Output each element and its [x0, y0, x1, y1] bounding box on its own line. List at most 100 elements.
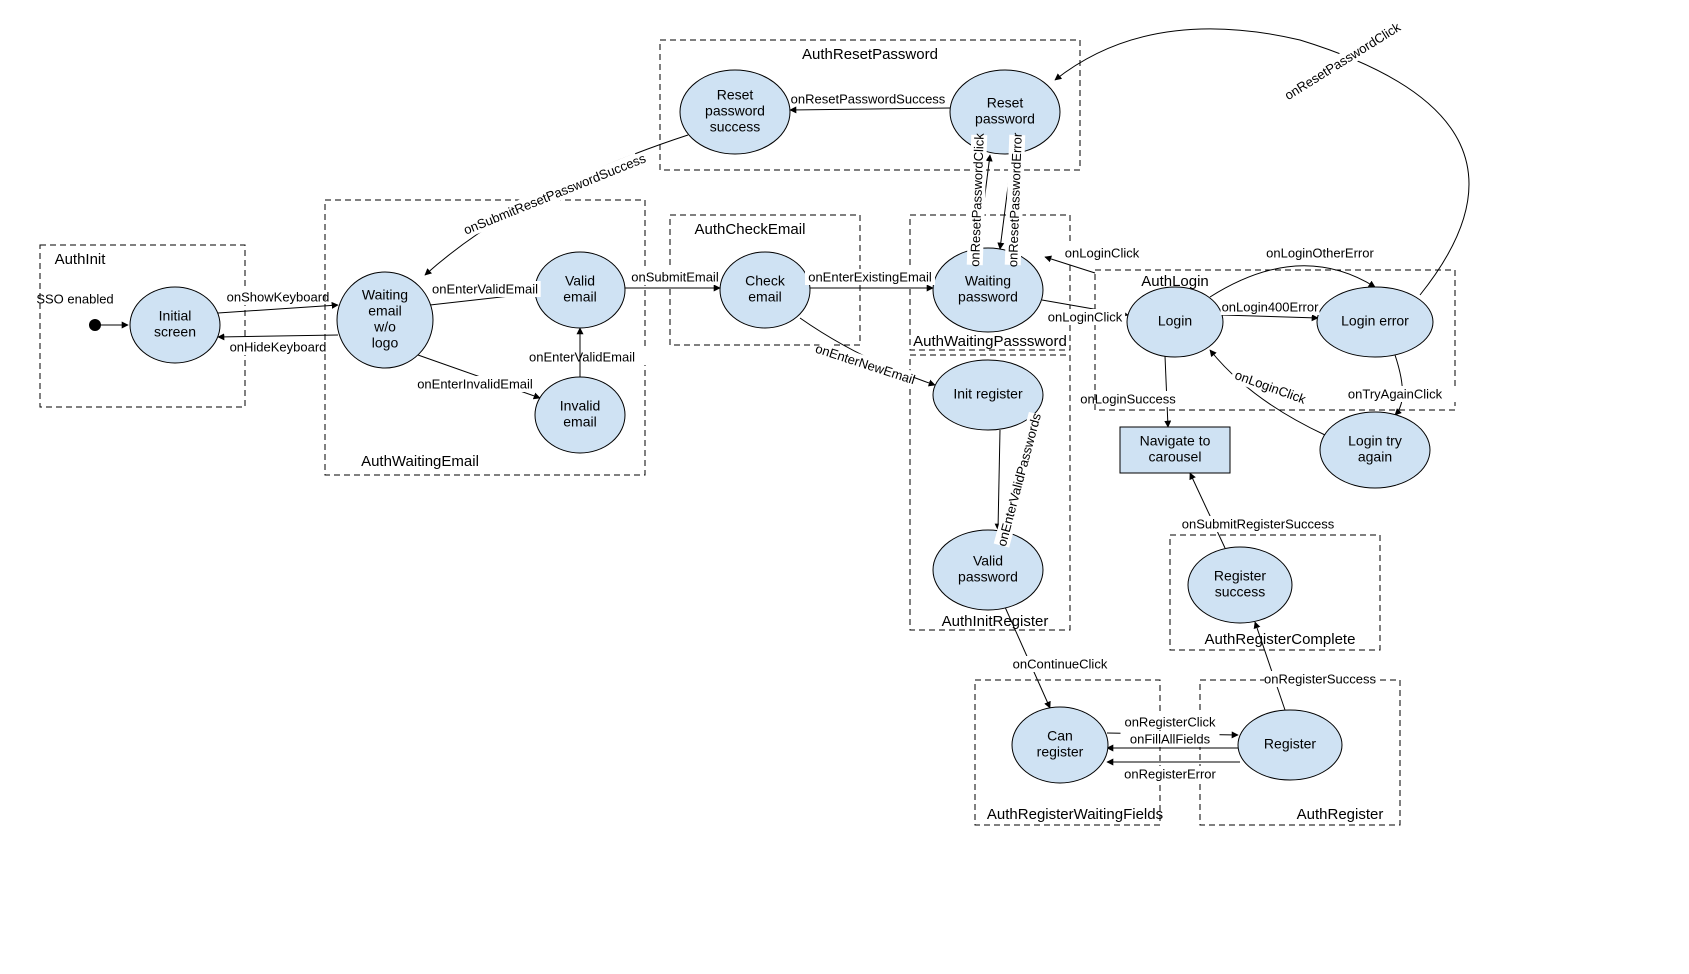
svg-text:password: password [958, 289, 1018, 305]
edge-e_reset_success [790, 108, 950, 110]
start-state-icon [89, 319, 101, 331]
node-label-nav_carousel: Navigate tocarousel [1140, 433, 1211, 465]
edge-label-e_new_email: onEnterNewEmail [814, 341, 918, 387]
svg-text:onEnterInvalidEmail: onEnterInvalidEmail [417, 376, 533, 391]
edge-e_try_again [1395, 355, 1403, 415]
svg-text:Valid: Valid [565, 273, 595, 289]
edge-label-e_reg_success1: onRegisterSuccess [1264, 671, 1376, 686]
group-label-AuthInitRegister: AuthInitRegister [942, 613, 1049, 630]
svg-text:onLoginSuccess: onLoginSuccess [1080, 391, 1176, 406]
svg-text:onEnterValidEmail: onEnterValidEmail [432, 281, 538, 296]
svg-text:onFillAllFields: onFillAllFields [1130, 731, 1211, 746]
svg-text:onHideKeyboard: onHideKeyboard [230, 339, 327, 354]
svg-text:onTryAgainClick: onTryAgainClick [1348, 386, 1443, 401]
edge-label-e_reg_click: onRegisterClick [1124, 714, 1216, 729]
edge-label-e_reg_error: onRegisterError [1124, 766, 1216, 781]
svg-text:Check: Check [745, 273, 786, 289]
svg-text:onResetPasswordSuccess: onResetPasswordSuccess [791, 91, 946, 106]
start-label: SSO enabled [36, 291, 113, 306]
svg-text:again: again [1358, 449, 1392, 465]
edge-label-e_reset_to_wait: onSubmitResetPasswordSuccess [461, 150, 648, 237]
node-label-reg_success: Registersuccess [1214, 568, 1266, 600]
svg-text:Waiting: Waiting [362, 287, 408, 303]
svg-text:onEnterValidPasswords: onEnterValidPasswords [994, 411, 1044, 548]
edge-label-e_reset_click_big: onResetPasswordClick [1282, 19, 1404, 103]
svg-text:onEnterValidEmail: onEnterValidEmail [529, 349, 635, 364]
svg-text:register: register [1037, 744, 1084, 760]
svg-text:onShowKeyboard: onShowKeyboard [227, 289, 330, 304]
edge-label-e_reset_success: onResetPasswordSuccess [791, 91, 946, 106]
edge-label-e_valid_passwords: onEnterValidPasswords [994, 411, 1044, 548]
svg-text:success: success [710, 119, 761, 135]
svg-text:Register: Register [1264, 736, 1316, 752]
svg-text:Init register: Init register [953, 386, 1023, 402]
edge-e_reg_sub_success [1190, 473, 1225, 548]
svg-text:password: password [975, 111, 1035, 127]
node-label-login_error: Login error [1341, 313, 1409, 329]
edge-e_show_kb [218, 305, 338, 313]
node-label-waiting_pwd: Waitingpassword [958, 273, 1018, 305]
edge-e_valid_passwords [998, 430, 1000, 530]
edge-label-e_reg_sub_success: onSubmitRegisterSuccess [1182, 516, 1335, 531]
svg-text:onSubmitResetPasswordSuccess: onSubmitResetPasswordSuccess [461, 150, 648, 237]
node-label-init_register: Init register [953, 386, 1023, 402]
svg-text:onRegisterSuccess: onRegisterSuccess [1264, 671, 1376, 686]
svg-text:Navigate to: Navigate to [1140, 433, 1211, 449]
svg-text:onResetPasswordClick: onResetPasswordClick [967, 132, 987, 267]
svg-text:Waiting: Waiting [965, 273, 1011, 289]
svg-text:carousel: carousel [1149, 449, 1202, 465]
svg-text:onLoginClick: onLoginClick [1048, 309, 1123, 324]
svg-text:onRegisterClick: onRegisterClick [1124, 714, 1216, 729]
edge-label-e_continue: onContinueClick [1013, 656, 1108, 671]
group-label-AuthResetPassword: AuthResetPassword [802, 46, 938, 63]
edge-label-e_login400: onLogin400Error [1222, 299, 1320, 314]
svg-text:onLoginClick: onLoginClick [1065, 245, 1140, 260]
svg-text:logo: logo [372, 335, 399, 351]
edge-label-e_login_click_top: onLoginClick [1065, 245, 1140, 260]
svg-text:password: password [958, 569, 1018, 585]
group-label-AuthRegisterComplete: AuthRegisterComplete [1205, 631, 1356, 648]
edge-label-e_existing_email: onEnterExistingEmail [808, 269, 932, 284]
svg-text:onRegisterError: onRegisterError [1124, 766, 1216, 781]
svg-text:email: email [563, 289, 596, 305]
edge-e_reset_to_wait [425, 135, 688, 275]
edge-label-e_try_to_login: onLoginClick [1233, 367, 1309, 407]
svg-text:email: email [368, 303, 401, 319]
group-label-AuthRegister: AuthRegister [1297, 806, 1384, 823]
svg-text:screen: screen [154, 324, 196, 340]
edge-e_login400 [1222, 315, 1318, 318]
svg-text:Login try: Login try [1348, 433, 1402, 449]
svg-text:onLoginClick: onLoginClick [1233, 367, 1309, 407]
svg-text:Invalid: Invalid [560, 398, 600, 414]
group-label-AuthCheckEmail: AuthCheckEmail [695, 221, 806, 238]
svg-text:email: email [748, 289, 781, 305]
svg-text:Login error: Login error [1341, 313, 1409, 329]
group-label-AuthInit: AuthInit [55, 251, 107, 268]
svg-text:Reset: Reset [717, 87, 754, 103]
node-label-login: Login [1158, 313, 1192, 329]
svg-text:Valid: Valid [973, 553, 1003, 569]
edge-label-e_try_again: onTryAgainClick [1348, 386, 1443, 401]
edge-label-e_fill_fields: onFillAllFields [1130, 731, 1211, 746]
state-diagram: AuthInitAuthWaitingEmailAuthCheckEmailAu… [0, 0, 1689, 974]
svg-text:w/o: w/o [373, 319, 396, 335]
node-label-valid_email: Validemail [563, 273, 596, 305]
svg-text:email: email [563, 414, 596, 430]
group-label-AuthWaitingPasssword: AuthWaitingPasssword [913, 333, 1067, 350]
edge-label-e_login_click1: onLoginClick [1048, 309, 1123, 324]
edge-e_hide_kb [218, 335, 338, 337]
svg-text:onLoginOtherError: onLoginOtherError [1266, 245, 1374, 260]
svg-text:onLogin400Error: onLogin400Error [1222, 299, 1320, 314]
edge-label-e_reset_click_up1: onResetPasswordClick [967, 132, 987, 267]
node-label-invalid_email: Invalidemail [560, 398, 600, 430]
svg-text:onEnterExistingEmail: onEnterExistingEmail [808, 269, 932, 284]
group-label-AuthRegisterWaitingFields: AuthRegisterWaitingFields [987, 806, 1163, 823]
edge-label-e_show_kb: onShowKeyboard [227, 289, 330, 304]
svg-text:Register: Register [1214, 568, 1266, 584]
svg-text:onSubmitRegisterSuccess: onSubmitRegisterSuccess [1182, 516, 1335, 531]
edge-label-e_invalid_to_valid: onEnterValidEmail [529, 349, 635, 364]
edge-label-e_hide_kb: onHideKeyboard [230, 339, 327, 354]
node-label-register: Register [1264, 736, 1316, 752]
svg-text:onContinueClick: onContinueClick [1013, 656, 1108, 671]
edge-label-e_login_success: onLoginSuccess [1080, 391, 1176, 406]
